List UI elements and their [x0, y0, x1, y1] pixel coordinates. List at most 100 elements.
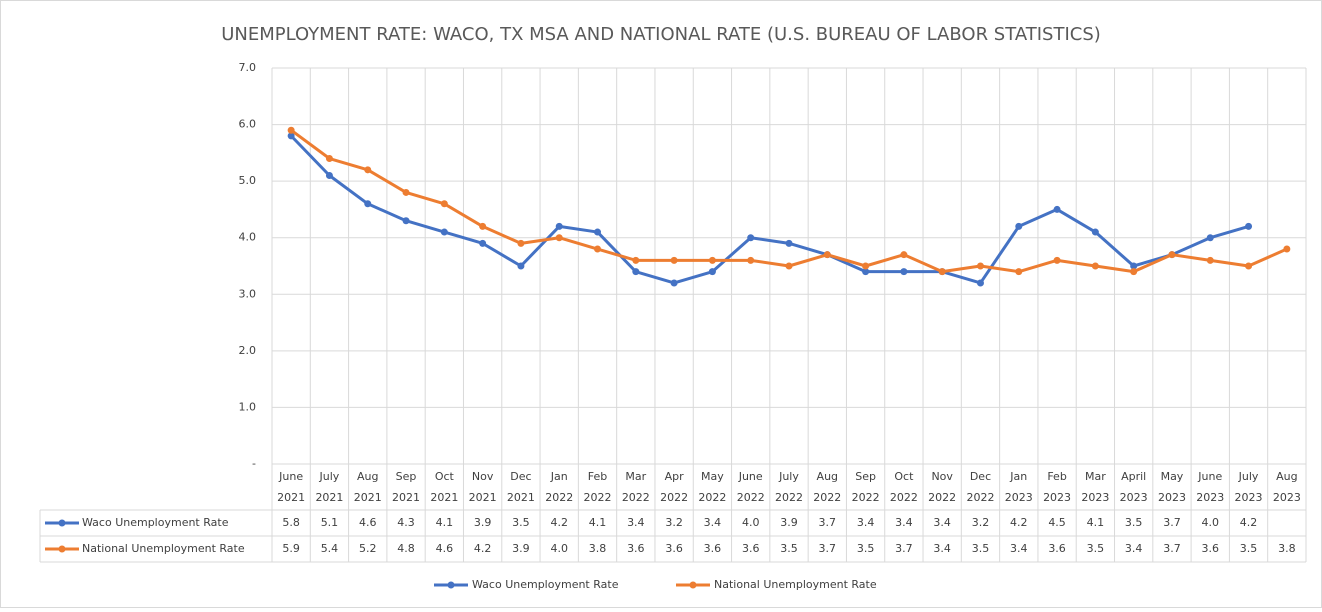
x-tick-label: Feb [588, 470, 607, 483]
x-tick-label: 2022 [584, 491, 612, 504]
table-cell: 4.0 [742, 516, 760, 529]
data-point [670, 279, 678, 287]
data-point [402, 217, 410, 225]
x-tick-label: 2021 [469, 491, 497, 504]
data-point [1053, 256, 1061, 264]
data-point [364, 166, 372, 174]
series-line [290, 134, 1249, 285]
table-cell: 3.5 [857, 542, 875, 555]
table-cell: 3.9 [474, 516, 492, 529]
x-tick-label: 2023 [1196, 491, 1224, 504]
table-cell: 3.7 [895, 542, 913, 555]
x-tick-label: Nov [472, 470, 494, 483]
table-cell: 4.0 [550, 542, 568, 555]
x-tick-label: 2021 [392, 491, 420, 504]
data-point [555, 222, 563, 230]
x-tick-label: Aug [1276, 470, 1297, 483]
table-cell: 3.6 [627, 542, 645, 555]
table-cell: 4.2 [1010, 516, 1028, 529]
table-cell: 4.2 [550, 516, 568, 529]
x-tick-label: 2023 [1158, 491, 1186, 504]
table-cell: 3.2 [665, 516, 683, 529]
table-cell: 4.1 [589, 516, 607, 529]
table-cell: 5.9 [282, 542, 300, 555]
x-tick-label: Jan [1009, 470, 1027, 483]
data-point [440, 228, 448, 236]
y-tick-label: - [252, 457, 256, 470]
data-point [747, 256, 755, 264]
table-cell: 5.1 [321, 516, 339, 529]
table-cell: 3.7 [819, 542, 837, 555]
x-tick-label: 2021 [277, 491, 305, 504]
data-point [517, 262, 525, 270]
y-tick-label: 4.0 [239, 231, 257, 244]
x-tick-label: 2022 [698, 491, 726, 504]
x-tick-label: Dec [970, 470, 991, 483]
x-tick-label: Oct [894, 470, 914, 483]
table-cell: 3.5 [1087, 542, 1105, 555]
legend-key-marker [58, 519, 66, 527]
x-tick-label: 2023 [1120, 491, 1148, 504]
x-tick-label: Sep [396, 470, 417, 483]
x-tick-label: Nov [931, 470, 953, 483]
data-point [900, 251, 908, 259]
table-cell: 3.6 [704, 542, 722, 555]
table-cell: 3.5 [780, 542, 798, 555]
data-point [402, 188, 410, 196]
table-cell: 3.4 [933, 516, 951, 529]
table-cell: 3.6 [665, 542, 683, 555]
data-point [632, 256, 640, 264]
table-cell: 3.7 [1163, 542, 1181, 555]
table-cell: 3.5 [512, 516, 530, 529]
x-tick-label: Aug [817, 470, 838, 483]
data-point [785, 262, 793, 270]
table-cell: 4.1 [436, 516, 454, 529]
data-point [632, 268, 640, 276]
x-tick-label: 2022 [622, 491, 650, 504]
table-cell: 4.6 [436, 542, 454, 555]
x-tick-label: 2021 [507, 491, 535, 504]
y-tick-label: 3.0 [239, 287, 257, 300]
table-cell: 3.4 [704, 516, 722, 529]
data-point [287, 126, 295, 134]
data-point [1015, 222, 1023, 230]
legend-key-marker [447, 581, 455, 589]
table-cell: 4.6 [359, 516, 377, 529]
x-tick-label: 2022 [852, 491, 880, 504]
table-cell: 3.7 [819, 516, 837, 529]
x-tick-label: Aug [357, 470, 378, 483]
x-tick-label: 2023 [1005, 491, 1033, 504]
table-cell: 4.5 [1048, 516, 1066, 529]
x-tick-label: Feb [1047, 470, 1066, 483]
table-cell: 3.8 [1278, 542, 1296, 555]
x-tick-label: June [278, 470, 303, 483]
data-point [517, 239, 525, 247]
table-cell: 3.6 [1202, 542, 1220, 555]
data-point [440, 200, 448, 208]
x-tick-label: 2022 [775, 491, 803, 504]
data-point [1130, 268, 1138, 276]
chart-title: UNEMPLOYMENT RATE: WACO, TX MSA AND NATI… [221, 24, 1101, 45]
data-point [938, 268, 946, 276]
data-point [1015, 268, 1023, 276]
x-tick-label: 2023 [1273, 491, 1301, 504]
x-tick-label: Oct [435, 470, 455, 483]
table-cell: 3.4 [933, 542, 951, 555]
data-point [479, 222, 487, 230]
x-tick-label: 2023 [1235, 491, 1263, 504]
table-cell: 3.5 [1240, 542, 1258, 555]
x-tick-label: June [1197, 470, 1222, 483]
y-tick-label: 5.0 [239, 174, 257, 187]
data-point [976, 279, 984, 287]
data-point [1206, 256, 1214, 264]
data-point [555, 234, 563, 242]
table-cell: 3.6 [742, 542, 760, 555]
legend-label: National Unemployment Rate [714, 578, 877, 591]
data-point [708, 268, 716, 276]
x-tick-label: 2022 [890, 491, 918, 504]
data-point [1130, 262, 1138, 270]
x-tick-label: July [319, 470, 340, 483]
x-tick-label: July [1238, 470, 1259, 483]
x-tick-label: May [1161, 470, 1184, 483]
